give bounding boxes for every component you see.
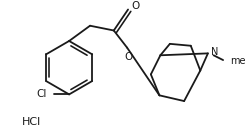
Text: HCl: HCl xyxy=(21,117,41,127)
Text: Cl: Cl xyxy=(36,89,46,99)
Text: me: me xyxy=(230,56,245,66)
Text: O: O xyxy=(132,1,140,11)
Text: O: O xyxy=(124,52,132,62)
Text: N: N xyxy=(211,47,218,57)
